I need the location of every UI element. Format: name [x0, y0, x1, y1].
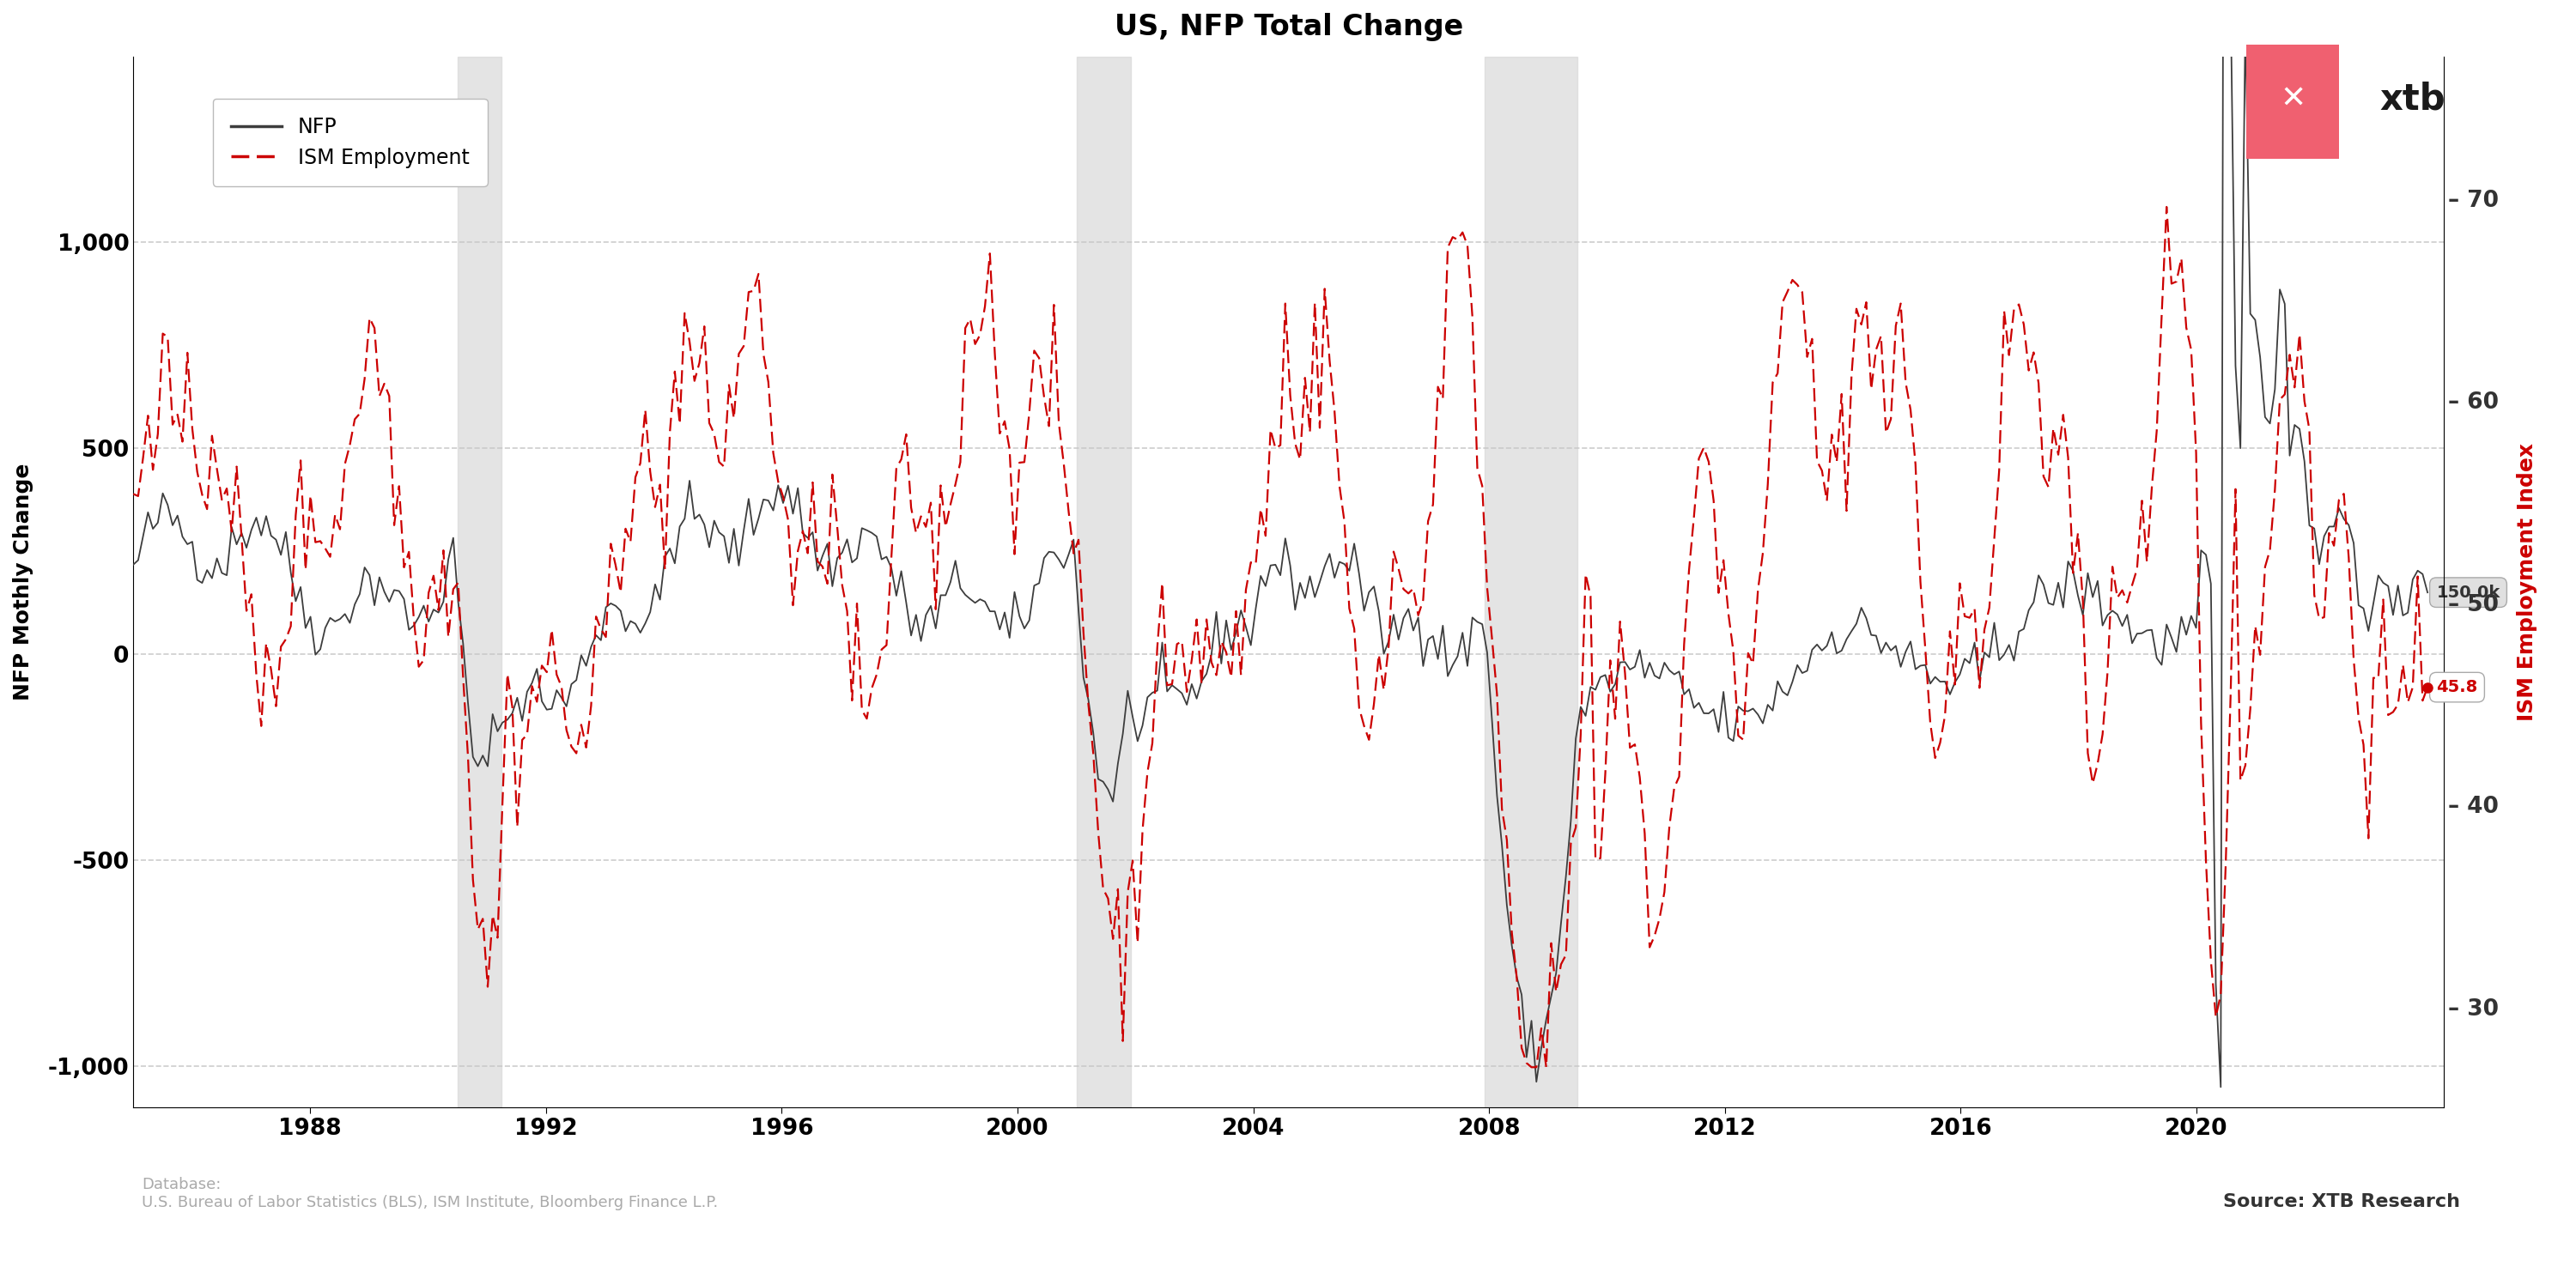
- Text: ✕: ✕: [2280, 84, 2306, 114]
- Text: 150.0k: 150.0k: [2437, 584, 2501, 601]
- NFP: [183, 573, 214, 588]
- Y-axis label: NFP Mothly Change: NFP Mothly Change: [13, 464, 33, 701]
- ISM Employment: [757, 446, 788, 461]
- NFP: [757, 503, 788, 518]
- Line: ISM Employment: ISM Employment: [134, 207, 2427, 1067]
- Text: Source: XTB Research: Source: XTB Research: [2223, 1192, 2460, 1210]
- ISM Employment: [1329, 513, 1360, 528]
- ISM Employment: [183, 464, 214, 479]
- Legend: NFP, ISM Employment: NFP, ISM Employment: [214, 99, 487, 186]
- Text: Database:
U.S. Bureau of Labor Statistics (BLS), ISM Institute, Bloomberg Financ: Database: U.S. Bureau of Labor Statistic…: [142, 1177, 719, 1210]
- Title: US, NFP Total Change: US, NFP Total Change: [1115, 13, 1463, 42]
- Text: 45.8: 45.8: [2437, 679, 2478, 696]
- NFP: [1185, 674, 1216, 689]
- NFP: [1136, 685, 1167, 701]
- NFP: [2205, 1079, 2236, 1095]
- Line: NFP: NFP: [134, 0, 2427, 1087]
- ISM Employment: [2151, 199, 2182, 214]
- ISM Employment: [1136, 736, 1167, 751]
- NFP: [2411, 585, 2442, 601]
- ISM Employment: [118, 487, 149, 502]
- ISM Employment: [1185, 677, 1216, 692]
- ISM Employment: [2411, 679, 2442, 694]
- FancyBboxPatch shape: [2246, 44, 2339, 158]
- NFP: [299, 647, 330, 663]
- Bar: [1484, 57, 1577, 1107]
- Bar: [459, 57, 502, 1107]
- NFP: [118, 557, 149, 573]
- NFP: [1329, 556, 1360, 571]
- Text: xtb: xtb: [2380, 81, 2445, 117]
- ISM Employment: [299, 535, 330, 550]
- Y-axis label: ISM Employment Index: ISM Employment Index: [2517, 443, 2537, 721]
- Bar: [1077, 57, 1131, 1107]
- ISM Employment: [1517, 1059, 1548, 1074]
